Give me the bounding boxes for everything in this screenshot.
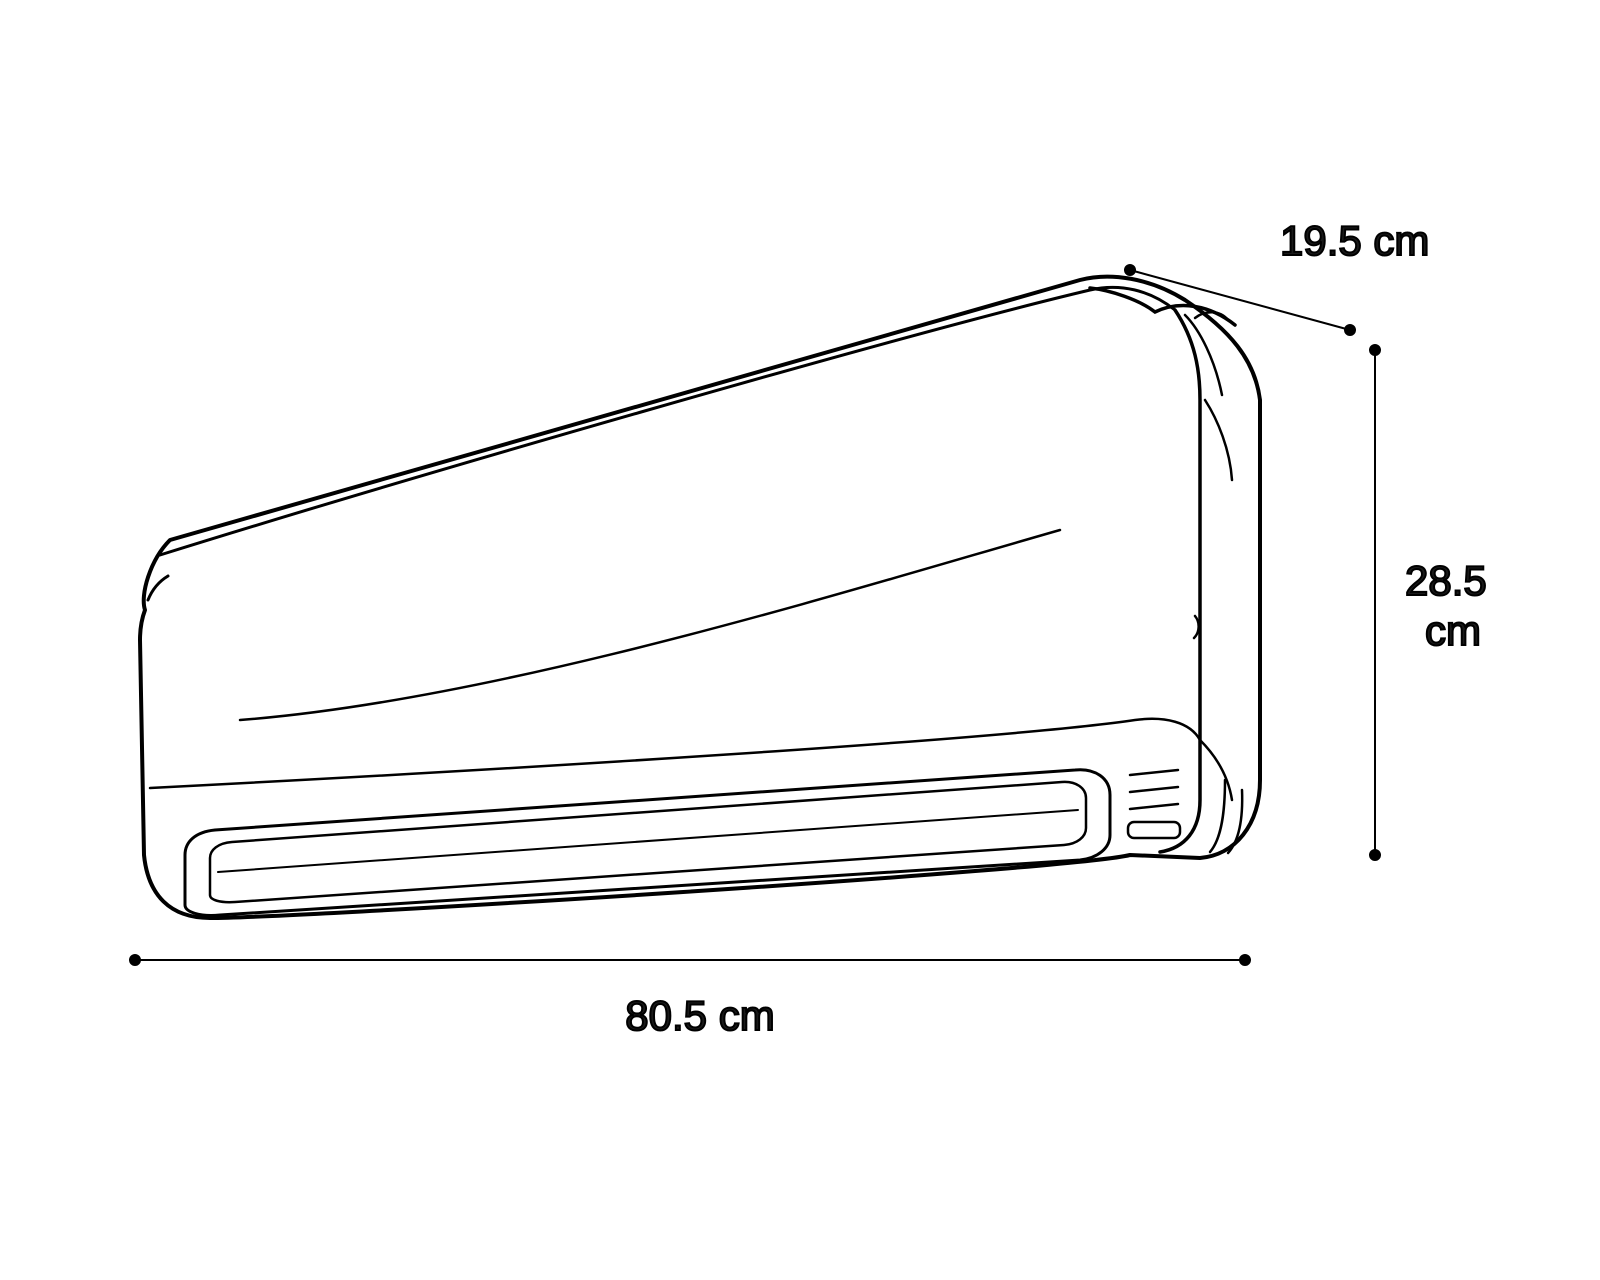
ac-right-tab — [1194, 616, 1199, 638]
ac-right-crease-top — [1205, 400, 1232, 480]
ac-indicator-lights — [1128, 770, 1180, 838]
dim-height: 28.5 cm — [1370, 345, 1487, 860]
ac-main-outline — [140, 277, 1260, 918]
ac-front-swoosh — [240, 530, 1060, 720]
dim-height-unit: cm — [1425, 607, 1481, 654]
ac-right-crease-top2 — [1185, 315, 1222, 395]
ac-dimension-diagram: 80.5 cm 28.5 cm 19.5 cm — [0, 0, 1600, 1280]
ac-right-cap-seam — [1210, 780, 1225, 852]
dim-width: 80.5 cm — [130, 955, 1250, 1039]
dim-depth: 19.5 cm — [1125, 217, 1429, 335]
dimension-lines: 80.5 cm 28.5 cm 19.5 cm — [130, 217, 1487, 1039]
ac-lower-panel-line — [150, 719, 1200, 788]
ac-left-edge — [148, 576, 168, 600]
ac-right-lower-crease — [1200, 740, 1232, 800]
dim-depth-label: 19.5 cm — [1280, 217, 1429, 264]
dim-height-value: 28.5 — [1405, 557, 1487, 604]
ac-top-edge — [160, 287, 1175, 555]
dim-width-label: 80.5 cm — [625, 992, 774, 1039]
ac-unit — [140, 277, 1260, 918]
ac-right-cap-seam2 — [1228, 790, 1242, 853]
